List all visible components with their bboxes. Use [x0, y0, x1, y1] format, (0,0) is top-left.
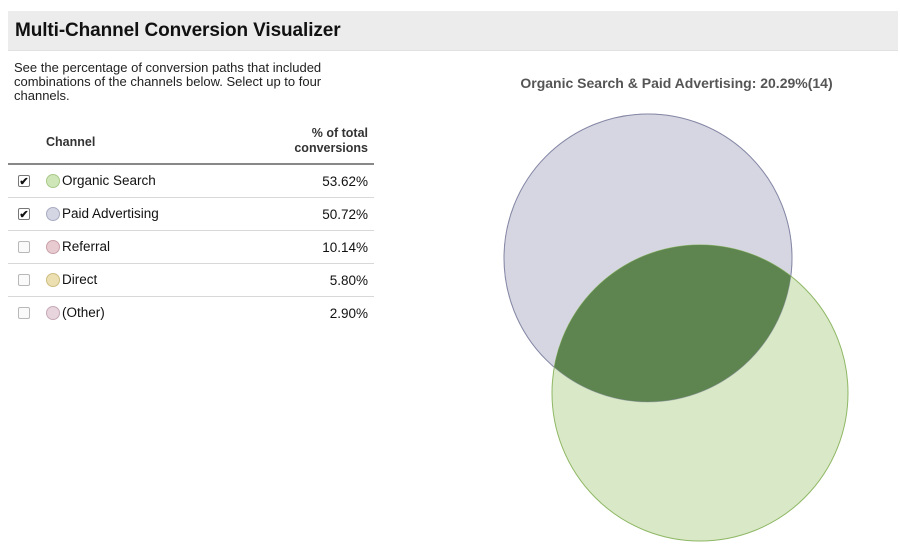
channel-label: Referral — [62, 239, 111, 254]
title-bar: Multi-Channel Conversion Visualizer — [8, 11, 898, 51]
table-header: Channel % of total conversions — [8, 122, 374, 165]
channel-checkbox[interactable] — [18, 241, 30, 253]
table-body: Organic Search 53.62% Paid Advertising 50.7… — [8, 165, 374, 330]
intro-text: See the percentage of conversion paths t… — [14, 60, 322, 103]
venn-diagram — [503, 113, 849, 542]
channel-label: (Other) — [62, 305, 105, 320]
channel-checkbox[interactable] — [18, 307, 30, 319]
channel-color-swatch — [46, 207, 60, 221]
channel-table: Channel % of total conversions Organic S… — [8, 122, 374, 330]
table-row[interactable]: Referral 10.14% — [8, 231, 374, 264]
channel-checkbox[interactable] — [18, 175, 30, 187]
channel-percent: 10.14% — [322, 240, 368, 255]
channel-checkbox[interactable] — [18, 208, 30, 220]
column-header-percent-line1: % of total — [311, 126, 368, 140]
table-row[interactable]: Paid Advertising 50.72% — [8, 198, 374, 231]
channel-percent: 53.62% — [322, 174, 368, 189]
venn-circle-paid-outline — [503, 113, 793, 403]
channel-label: Paid Advertising — [62, 206, 159, 221]
channel-label: Direct — [62, 272, 98, 287]
channel-percent: 5.80% — [329, 273, 368, 288]
table-row[interactable]: Organic Search 53.62% — [8, 165, 374, 198]
channel-percent: 50.72% — [322, 207, 368, 222]
column-header-percent-line2: conversions — [294, 141, 368, 155]
table-row[interactable]: (Other) 2.90% — [8, 297, 374, 330]
channel-percent: 2.90% — [329, 306, 368, 321]
channel-checkbox[interactable] — [18, 274, 30, 286]
venn-title: Organic Search & Paid Advertising: 20.29… — [520, 75, 833, 91]
column-header-channel: Channel — [46, 135, 96, 149]
channel-label: Organic Search — [62, 173, 156, 188]
channel-color-swatch — [46, 240, 60, 254]
channel-color-swatch — [46, 174, 60, 188]
channel-color-swatch — [46, 273, 60, 287]
table-row[interactable]: Direct 5.80% — [8, 264, 374, 297]
page-title: Multi-Channel Conversion Visualizer — [15, 20, 341, 41]
channel-color-swatch — [46, 306, 60, 320]
column-header-percent: % of total conversions — [268, 126, 368, 156]
